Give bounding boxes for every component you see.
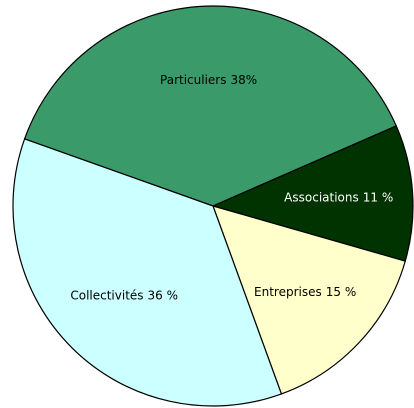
slice-category: Entreprises: [254, 284, 322, 298]
slice-category: Collectivités: [70, 288, 143, 302]
slice-value: 38%: [231, 73, 258, 87]
slice-label: Entreprises 15 %: [254, 284, 356, 298]
slice-category: Particuliers: [160, 73, 226, 87]
slice-label: Collectivités 36 %: [70, 288, 178, 302]
pie-slice: [212, 205, 406, 395]
pie-slice: [12, 138, 283, 407]
slice-label: Particuliers 38%: [160, 73, 257, 87]
pie-slice: [23, 5, 398, 207]
slice-value: 36 %: [148, 288, 179, 302]
slice-label: Associations 11 %: [284, 190, 393, 204]
slice-category: Associations: [284, 190, 359, 204]
pie-slice: [211, 125, 414, 262]
slice-value: 15 %: [326, 284, 357, 298]
slice-value: 11 %: [363, 190, 394, 204]
